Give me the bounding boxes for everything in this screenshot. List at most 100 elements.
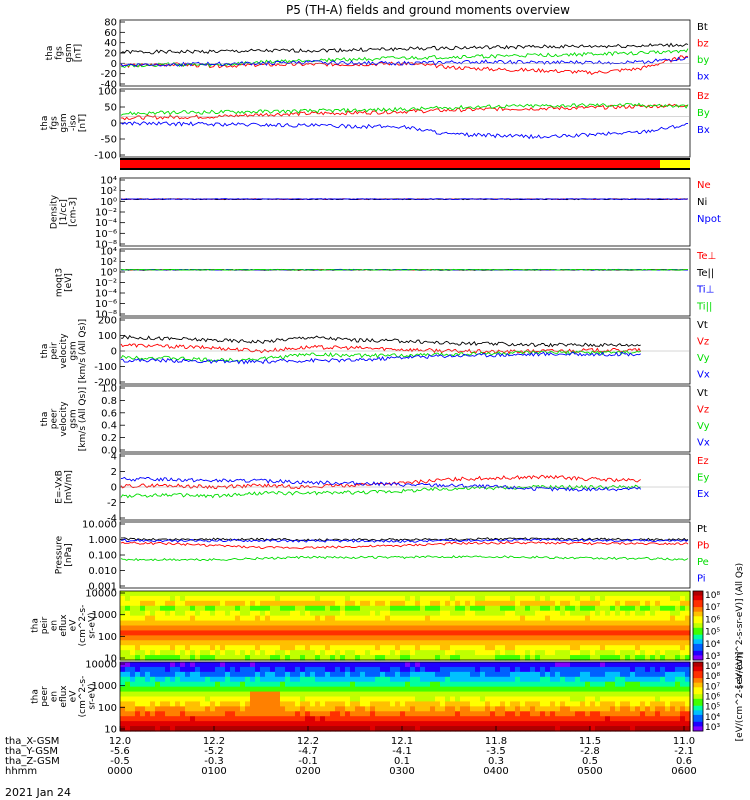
y-tick-label: 100 [98, 632, 117, 643]
spec-cell [250, 686, 256, 693]
spec-cell [440, 635, 446, 641]
spec-cell [235, 630, 241, 636]
spec-cell [190, 721, 196, 727]
spec-cell [175, 615, 181, 622]
status-bar-red [120, 160, 690, 168]
spec-cell [320, 640, 326, 646]
spec-cell [610, 615, 616, 622]
spec-cell [265, 676, 271, 683]
spec-cell [285, 591, 291, 597]
spec-cell [375, 640, 381, 646]
spec-cell [555, 650, 561, 656]
spec-cell [460, 711, 466, 717]
spec-cell [210, 681, 216, 688]
spec-cell [445, 711, 451, 717]
spec-cell [340, 615, 346, 622]
spec-cell [525, 620, 531, 627]
spec-cell [610, 716, 616, 722]
spec-cell [310, 610, 316, 617]
spec-cell [605, 655, 611, 661]
spec-cell [335, 615, 341, 622]
spec-cell [665, 591, 671, 597]
legend-by: by [697, 55, 709, 66]
spec-cell [420, 645, 426, 651]
spec-cell [685, 701, 691, 707]
spec-cell [535, 706, 541, 712]
spec-cell [365, 591, 371, 597]
spec-cell [310, 595, 316, 602]
spec-cell [640, 610, 646, 617]
spec-cell [455, 650, 461, 656]
spec-cell [335, 635, 341, 641]
spec-cell [600, 655, 606, 661]
spec-cell [305, 686, 311, 693]
spec-cell [255, 711, 261, 717]
spec-cell [450, 706, 456, 712]
x-tick-label: 11.5 [579, 736, 601, 747]
spec-cell [655, 615, 661, 622]
spec-cell [180, 681, 186, 688]
spec-cell [580, 681, 586, 688]
spec-cell [530, 676, 536, 683]
spec-cell [400, 595, 406, 602]
spec-cell [565, 655, 571, 661]
spec-cell [305, 640, 311, 646]
spec-cell [545, 645, 551, 651]
spec-cell [375, 711, 381, 717]
spec-cell [445, 605, 451, 612]
spec-cell [410, 625, 416, 632]
spec-cell [545, 671, 551, 678]
spec-cell [210, 662, 216, 668]
spec-cell [490, 711, 496, 717]
spec-cell [250, 676, 256, 683]
spec-cell [375, 691, 381, 698]
spec-cell [125, 591, 131, 597]
spec-cell [495, 610, 501, 617]
spec-cell [405, 595, 411, 602]
spec-cell [380, 716, 386, 722]
spec-cell [395, 595, 401, 602]
spec-cell [420, 721, 426, 727]
spec-cell [600, 615, 606, 622]
spec-cell [355, 595, 361, 602]
spec-cell [300, 605, 306, 612]
spec-cell [370, 615, 376, 622]
spec-cell [450, 610, 456, 617]
spec-cell [415, 671, 421, 678]
spec-cell [415, 591, 421, 597]
spec-cell [225, 671, 231, 678]
spec-cell [225, 662, 231, 668]
spec-cell [615, 610, 621, 617]
spec-cell [475, 671, 481, 678]
spec-cell [330, 726, 336, 732]
series-line-vx [120, 351, 641, 365]
spec-cell [405, 605, 411, 612]
spec-cell [230, 625, 236, 632]
spec-cell [455, 716, 461, 722]
spec-cell [650, 681, 656, 688]
spec-cell [430, 726, 436, 732]
spec-cell [335, 591, 341, 597]
spec-cell [305, 615, 311, 622]
spec-cell [130, 686, 136, 693]
spec-cell [315, 635, 321, 641]
spec-cell [620, 701, 626, 707]
spec-cell [365, 635, 371, 641]
spec-cell [515, 716, 521, 722]
spec-cell [265, 691, 271, 698]
spec-cell [575, 701, 581, 707]
spec-cell [385, 666, 391, 673]
spec-cell [380, 711, 386, 717]
spec-cell [175, 681, 181, 688]
spec-cell [445, 650, 451, 656]
spec-cell [555, 701, 561, 707]
spec-cell [645, 701, 651, 707]
spec-cell [285, 716, 291, 722]
spec-cell [475, 721, 481, 727]
spec-cell [495, 640, 501, 646]
spec-cell [625, 640, 631, 646]
spec-cell [360, 620, 366, 627]
spec-cell [180, 671, 186, 678]
spec-cell [390, 671, 396, 678]
spec-cell [485, 605, 491, 612]
